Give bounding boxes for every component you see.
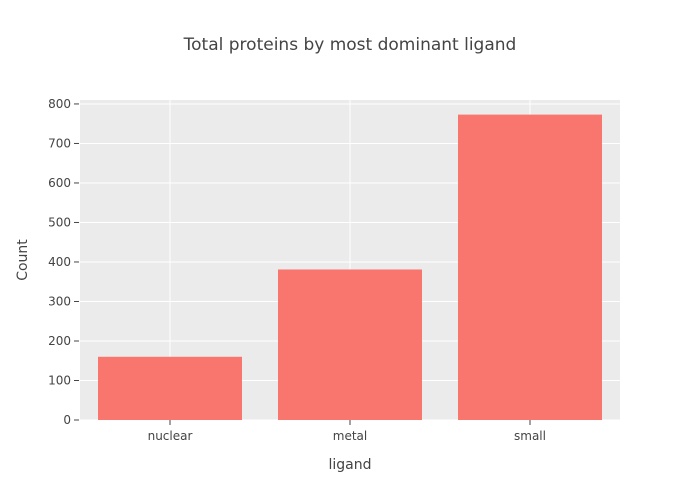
y-tick-label: 300 xyxy=(48,294,71,308)
y-tick-label: 700 xyxy=(48,136,71,150)
x-axis: nuclear metal small xyxy=(148,420,546,443)
y-tick-label: 400 xyxy=(48,255,71,269)
bar-nuclear xyxy=(98,356,242,420)
bar-metal xyxy=(278,269,422,420)
chart-title: Total proteins by most dominant ligand xyxy=(183,35,517,55)
y-tick-label: 600 xyxy=(48,176,71,190)
y-axis-label: Count xyxy=(15,239,31,281)
y-axis: 0 100 200 300 400 500 600 700 800 xyxy=(48,97,79,427)
x-tick-label: nuclear xyxy=(148,429,193,443)
y-tick-label: 800 xyxy=(48,97,71,111)
x-tick-label: small xyxy=(514,429,546,443)
bar-layer xyxy=(98,114,602,421)
y-tick-label: 100 xyxy=(48,373,71,387)
y-tick-label: 200 xyxy=(48,334,71,348)
bar-small xyxy=(458,114,602,421)
y-tick-label: 0 xyxy=(63,413,71,427)
y-tick-label: 500 xyxy=(48,215,71,229)
x-axis-label: ligand xyxy=(328,457,371,473)
x-tick-label: metal xyxy=(333,429,367,443)
